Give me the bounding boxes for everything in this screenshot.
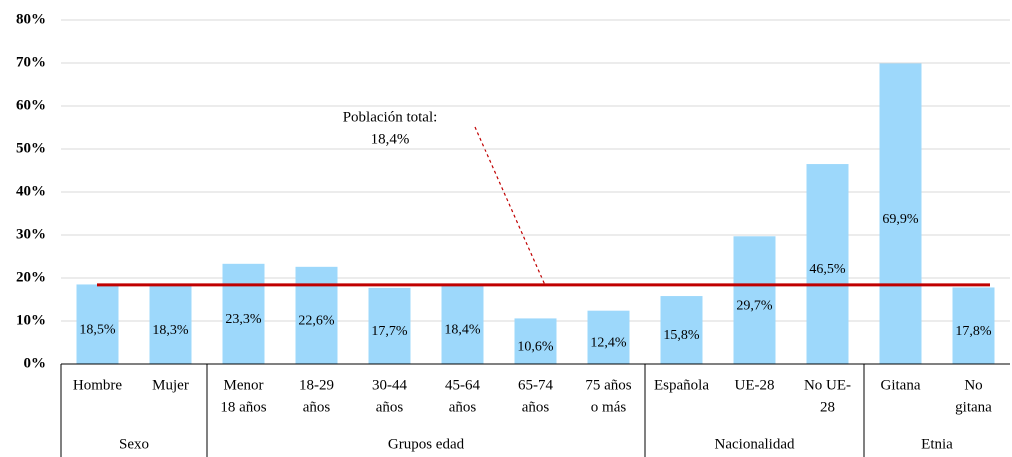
leader-line <box>474 126 546 286</box>
y-tick-label: 70% <box>16 54 46 70</box>
bar <box>587 310 630 364</box>
x-tick-label: No <box>964 377 982 393</box>
x-tick-label: Española <box>654 377 709 393</box>
bar <box>441 284 484 364</box>
bar <box>660 296 703 364</box>
bar <box>733 236 776 364</box>
bar <box>149 285 192 364</box>
bar <box>76 284 119 364</box>
x-tick-label: 30-44 <box>372 377 407 393</box>
value-label: 18,4% <box>444 323 481 338</box>
bar <box>222 263 265 364</box>
bar <box>952 287 995 364</box>
x-tick-label: gitana <box>955 399 992 415</box>
group-label: Etnia <box>921 436 953 452</box>
bar <box>295 266 338 364</box>
x-tick-label: 45-64 <box>445 377 480 393</box>
bar <box>368 287 411 364</box>
y-tick-label: 30% <box>16 226 46 242</box>
y-tick-label: 40% <box>16 183 46 199</box>
value-label: 15,8% <box>663 328 700 343</box>
y-tick-label: 10% <box>16 312 46 328</box>
value-label: 12,4% <box>590 336 627 351</box>
x-tick-label: No UE- <box>804 377 851 393</box>
value-label: 23,3% <box>225 312 262 327</box>
x-tick-label: 75 años <box>585 377 631 393</box>
x-tick-label: 18 años <box>220 399 266 415</box>
x-tick-label: 65-74 <box>518 377 553 393</box>
x-tick-label: Hombre <box>73 377 122 393</box>
bar <box>806 164 849 364</box>
group-label: Sexo <box>119 436 149 452</box>
x-tick-label: años <box>449 399 477 415</box>
value-label: 18,3% <box>152 323 189 338</box>
x-tick-label: años <box>522 399 550 415</box>
value-label: 69,9% <box>882 212 919 227</box>
value-label: 29,7% <box>736 298 773 313</box>
x-tick-label: Gitana <box>881 377 921 393</box>
x-tick-label: o más <box>591 399 627 415</box>
bar <box>514 318 557 364</box>
x-tick-label: 18-29 <box>299 377 334 393</box>
x-tick-label: Mujer <box>152 377 189 393</box>
value-label: 18,5% <box>79 322 116 337</box>
group-label: Nacionalidad <box>715 436 795 452</box>
y-tick-label: 20% <box>16 269 46 285</box>
x-tick-label: Menor <box>224 377 264 393</box>
x-tick-label: años <box>303 399 331 415</box>
reference-label: 18,4% <box>371 131 410 147</box>
value-label: 22,6% <box>298 314 335 329</box>
y-tick-label: 0% <box>24 355 47 371</box>
bar <box>879 63 922 365</box>
y-tick-label: 60% <box>16 97 46 113</box>
group-label: Grupos edad <box>388 436 465 452</box>
value-label: 17,8% <box>955 324 992 339</box>
x-tick-label: UE-28 <box>735 377 775 393</box>
x-tick-label: 28 <box>820 399 835 415</box>
value-label: 17,7% <box>371 324 408 339</box>
value-label: 46,5% <box>809 262 846 277</box>
x-tick-label: años <box>376 399 404 415</box>
y-tick-label: 80% <box>16 11 46 27</box>
y-tick-label: 50% <box>16 140 46 156</box>
value-label: 10,6% <box>517 339 554 354</box>
reference-label: Población total: <box>343 109 438 125</box>
